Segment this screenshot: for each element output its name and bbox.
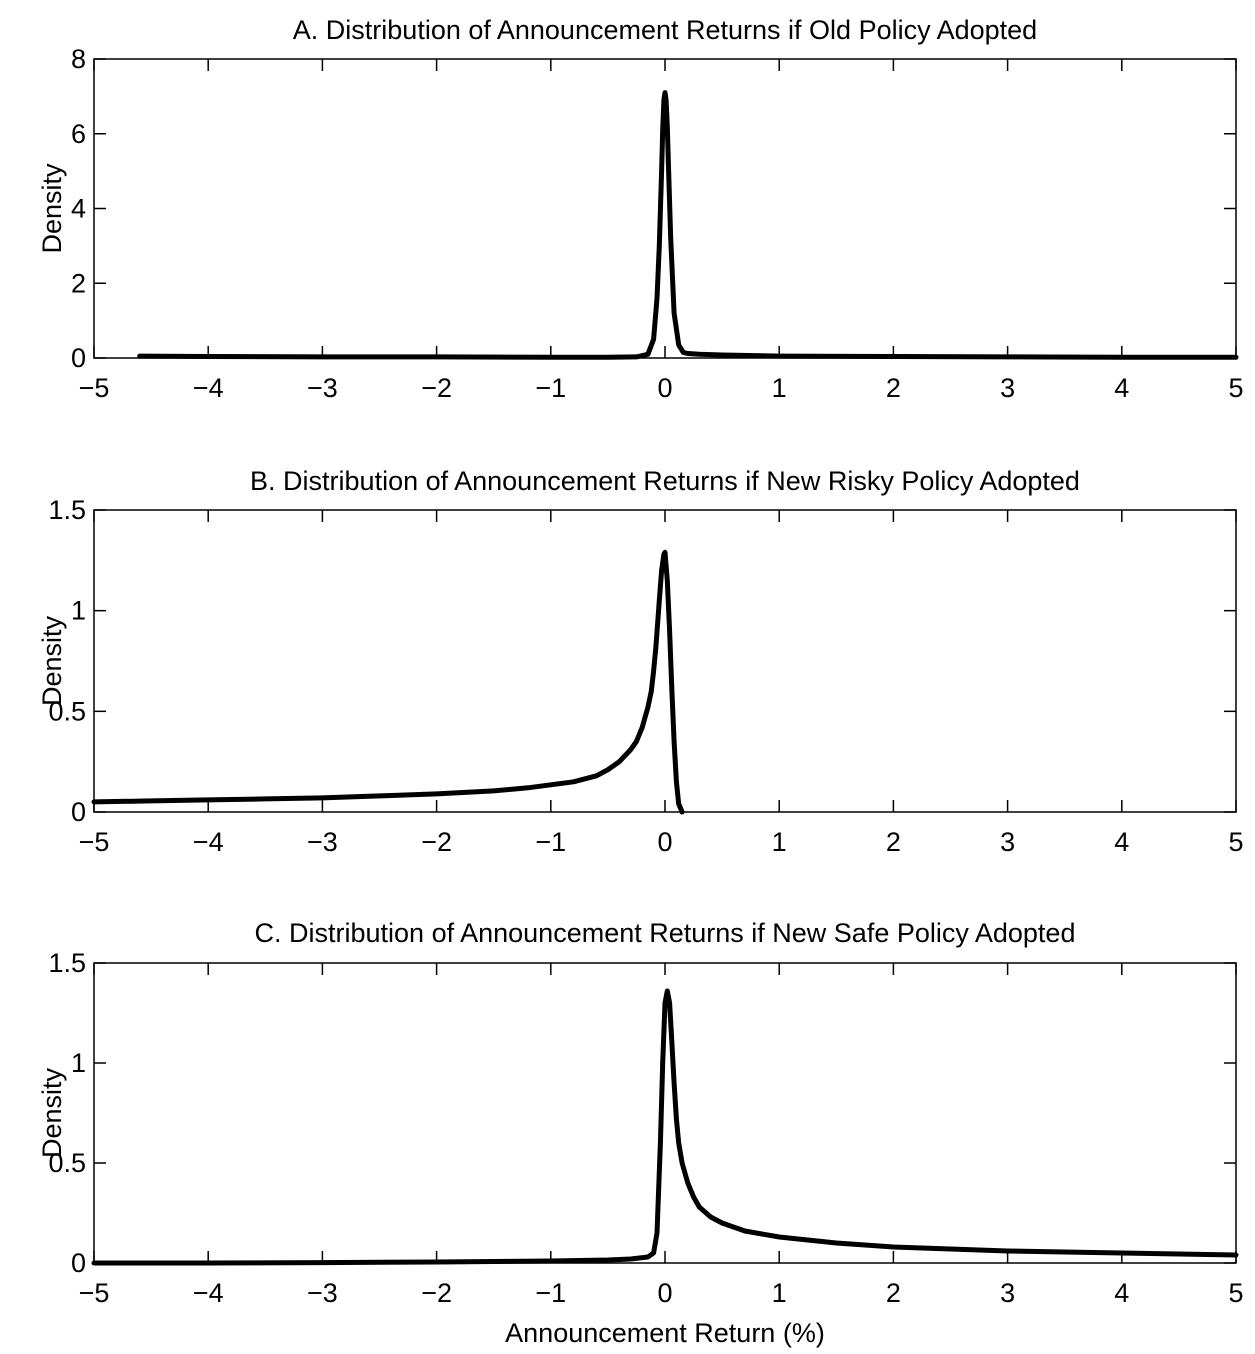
- x-tick-label: −3: [307, 373, 338, 403]
- x-tick-label: 2: [886, 1278, 901, 1308]
- panel-c-ticks: −5 −4 −3 −2 −1 0 1 2 3 4 5 0 0.5 1 1.5: [48, 948, 1243, 1308]
- panel-b-density-line: [91, 549, 685, 815]
- panel-a-title: A. Distribution of Announcement Returns …: [293, 15, 1037, 45]
- panel-a-ylabel: Density: [37, 163, 67, 254]
- x-tick-label: −2: [421, 1278, 452, 1308]
- x-tick-label: −4: [193, 1278, 224, 1308]
- y-tick-label: 1.5: [48, 495, 86, 525]
- x-tick-label: 4: [1114, 1278, 1129, 1308]
- y-tick-label: 2: [71, 268, 86, 298]
- x-tick-label: 2: [886, 373, 901, 403]
- panel-a-density-line: [137, 90, 1239, 360]
- y-tick-label: 0: [71, 1248, 86, 1278]
- x-tick-label: 0: [657, 373, 672, 403]
- x-tick-label: 1: [772, 827, 787, 857]
- panel-b-ylabel: Density: [37, 615, 67, 706]
- y-tick-label: 1.5: [48, 948, 86, 978]
- y-tick-label: 1: [71, 1048, 86, 1078]
- x-tick-label: −4: [193, 373, 224, 403]
- x-tick-label: −2: [421, 373, 452, 403]
- x-tick-label: −1: [535, 1278, 566, 1308]
- x-tick-label: 1: [772, 373, 787, 403]
- x-tick-label: 4: [1114, 373, 1129, 403]
- panel-b-ticks: −5 −4 −3 −2 −1 0 1 2 3 4 5 0 0.5 1 1.5: [48, 495, 1243, 857]
- x-tick-label: −5: [79, 373, 110, 403]
- x-tick-label: −5: [79, 827, 110, 857]
- panel-c-title: C. Distribution of Announcement Returns …: [255, 918, 1076, 948]
- panel-a-ticks: −5 −4 −3 −2 −1 0 1 2 3 4 5 0 2 4 6 8: [71, 44, 1244, 403]
- x-tick-label: −3: [307, 827, 338, 857]
- x-tick-label: 0: [657, 1278, 672, 1308]
- y-tick-label: 0.5: [48, 1148, 86, 1178]
- x-tick-label: −1: [535, 827, 566, 857]
- x-tick-label: 3: [1000, 373, 1015, 403]
- y-tick-label: 1: [71, 596, 86, 626]
- y-tick-label: 4: [71, 194, 86, 224]
- y-tick-label: 8: [71, 44, 86, 74]
- x-tick-label: 4: [1114, 827, 1129, 857]
- x-tick-label: −3: [307, 1278, 338, 1308]
- x-tick-label: 3: [1000, 1278, 1015, 1308]
- y-tick-label: 0: [71, 797, 86, 827]
- x-tick-label: 5: [1228, 1278, 1243, 1308]
- x-tick-label: −4: [193, 827, 224, 857]
- x-tick-label: 0: [657, 827, 672, 857]
- y-tick-label: 6: [71, 119, 86, 149]
- x-tick-label: 5: [1228, 827, 1243, 857]
- panel-c-density-line: [91, 988, 1239, 1266]
- panel-c-ylabel: Density: [37, 1067, 67, 1158]
- x-tick-label: −1: [535, 373, 566, 403]
- panel-b-title: B. Distribution of Announcement Returns …: [250, 466, 1080, 496]
- x-tick-label: −5: [79, 1278, 110, 1308]
- x-tick-label: −2: [421, 827, 452, 857]
- x-axis-label: Announcement Return (%): [505, 1318, 825, 1348]
- y-tick-label: 0.5: [48, 696, 86, 726]
- y-tick-label: 0: [71, 343, 86, 373]
- x-tick-label: 1: [772, 1278, 787, 1308]
- panel-b: B. Distribution of Announcement Returns …: [37, 466, 1244, 857]
- panel-a: A. Distribution of Announcement Returns …: [37, 15, 1244, 403]
- x-tick-label: 2: [886, 827, 901, 857]
- panel-c: C. Distribution of Announcement Returns …: [37, 918, 1244, 1308]
- x-tick-label: 5: [1228, 373, 1243, 403]
- x-tick-label: 3: [1000, 827, 1015, 857]
